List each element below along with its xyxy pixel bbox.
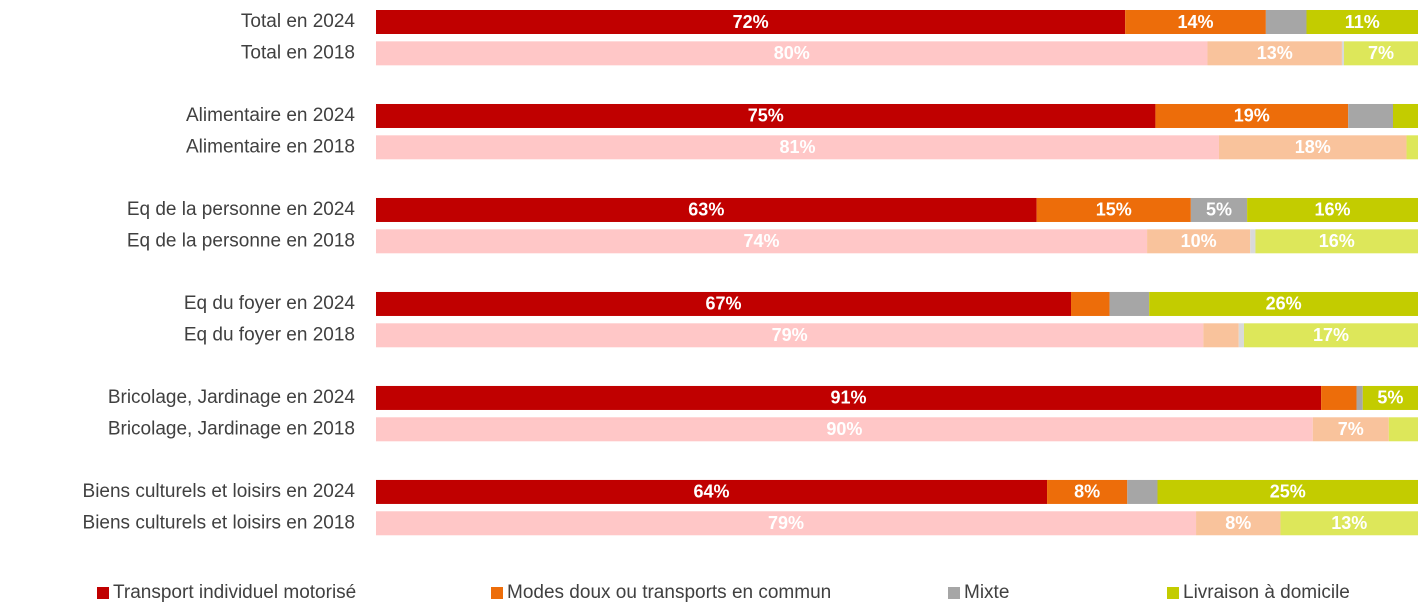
value-label: 25% [1270,482,1306,502]
value-label: 13% [1257,43,1293,63]
bar-segment [1207,41,1342,66]
value-label: 8% [1074,482,1100,502]
bar-segment [1255,229,1418,254]
bar-segment [1196,511,1281,536]
bar-segment [1321,385,1357,410]
value-label: 74% [744,231,780,251]
bar-segment [1218,135,1407,160]
value-label: 90% [826,419,862,439]
category-label: Biens culturels et loisirs en 2024 [83,481,356,502]
bar-segment [1344,41,1418,66]
category-label: Bricolage, Jardinage en 2018 [108,418,355,439]
value-label: 14% [1178,12,1214,32]
bar-segment [376,385,1322,410]
bar-segment [1149,291,1418,316]
value-label: 7% [1368,43,1394,63]
legend-swatch [948,587,960,599]
bar-segment [1157,479,1418,504]
value-label: 80% [774,43,810,63]
bar-segment [1388,417,1418,442]
bar-segment [376,323,1204,348]
bar-segment [376,291,1072,316]
bar-segment [376,417,1313,442]
bar-segment [1362,385,1418,410]
value-label: 79% [772,325,808,345]
bar-segment [1190,197,1248,222]
bar-segment [376,10,1126,34]
value-label: 16% [1315,200,1351,220]
legend-label: Mixte [964,582,1009,603]
value-label: 11% [1345,12,1380,32]
bar-segment [1306,10,1418,34]
legend-label: Transport individuel motorisé [113,582,356,603]
legend-swatch [97,587,109,599]
bar-segment [1265,10,1307,34]
bar-segment [1250,229,1256,254]
value-label: 13% [1331,513,1367,533]
bar-segment [1243,323,1418,348]
category-label: Total en 2024 [241,11,356,32]
bar-segment [1203,323,1239,348]
value-label: 91% [831,388,867,408]
bar-segment [376,103,1156,128]
value-label: 10% [1181,231,1217,251]
bar-segment [1406,135,1418,160]
bar-segment [376,229,1148,254]
value-label: 7% [1338,419,1364,439]
bar-segment [376,135,1219,160]
value-label: 81% [779,137,815,157]
category-label: Eq du foyer en 2024 [184,293,356,314]
value-label: 79% [768,513,804,533]
bar-segment [1125,10,1266,34]
value-label: 67% [705,294,741,314]
bar-segment [1127,479,1158,504]
value-label: 17% [1313,325,1349,345]
legend-label: Livraison à domicile [1183,582,1350,603]
bar-segment [1312,417,1389,442]
category-label: Total en 2018 [241,42,355,63]
value-label: 64% [694,482,730,502]
bar-segment [376,197,1037,222]
value-label: 5% [1206,200,1232,220]
value-label: 26% [1266,294,1302,314]
value-label: 63% [688,200,724,220]
bar-segment [376,41,1208,66]
value-label: 18% [1295,137,1331,157]
value-label: 16% [1319,231,1355,251]
bar-segment [1155,103,1349,128]
bar-segment [1348,103,1393,128]
category-label: Eq du foyer en 2018 [184,324,355,345]
value-label: 8% [1225,513,1251,533]
bar-segment [1392,103,1418,128]
value-label: 5% [1377,388,1403,408]
value-label: 72% [733,12,769,32]
bar-segment [1047,479,1128,504]
value-label: 75% [748,106,784,126]
bar-segment [376,479,1048,504]
bar-segment [1071,291,1110,316]
value-label: 15% [1096,200,1132,220]
bar-segment [1036,197,1191,222]
legend-swatch [1167,587,1179,599]
bar-segment [1147,229,1251,254]
category-label: Biens culturels et loisirs en 2018 [83,512,355,533]
bar-segment [1247,197,1418,222]
category-label: Eq de la personne en 2018 [127,230,355,251]
bar-segment [1238,323,1244,348]
category-label: Bricolage, Jardinage en 2024 [108,387,356,408]
bar-segment [1341,41,1345,66]
legend-swatch [491,587,503,599]
category-label: Alimentaire en 2024 [186,105,355,126]
category-label: Eq de la personne en 2024 [127,199,356,220]
bar-segment [1356,385,1363,410]
category-label: Alimentaire en 2018 [186,136,355,157]
bar-segment [1280,511,1418,536]
bar-segment [376,511,1197,536]
bar-segment [1109,291,1150,316]
legend-label: Modes doux ou transports en commun [507,582,831,603]
value-label: 19% [1234,106,1270,126]
